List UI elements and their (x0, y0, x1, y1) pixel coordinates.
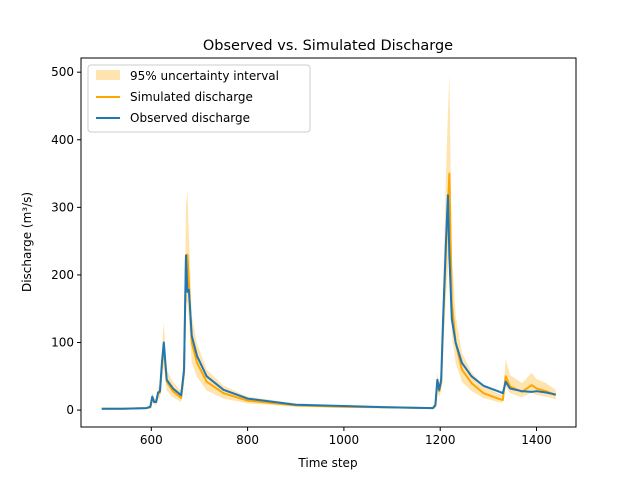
y-tick-label: 400 (51, 133, 74, 147)
x-tick-label: 800 (236, 433, 259, 447)
legend: 95% uncertainty interval Simulated disch… (87, 64, 311, 133)
legend-label-simulated: Simulated discharge (130, 90, 253, 104)
y-axis: 0 100 200 300 400 500 (51, 65, 81, 417)
legend-label-band: 95% uncertainty interval (130, 69, 279, 83)
y-axis-label: Discharge (m³/s) (20, 192, 34, 292)
simulated-discharge-line (101, 172, 557, 410)
legend-box (87, 64, 311, 133)
x-tick-label: 600 (140, 433, 163, 447)
x-axis-label: Time step (297, 456, 357, 470)
legend-label-observed: Observed discharge (130, 111, 250, 125)
y-tick-label: 500 (51, 65, 74, 79)
y-tick-label: 300 (51, 200, 74, 214)
observed-discharge-line (101, 194, 556, 410)
x-tick-label: 1400 (521, 433, 552, 447)
x-axis: 600 800 1000 1200 1400 (140, 427, 552, 447)
y-tick-label: 0 (66, 403, 74, 417)
legend-swatch-band (96, 70, 120, 80)
y-tick-label: 100 (51, 336, 74, 350)
y-tick-label: 200 (51, 268, 74, 282)
x-tick-label: 1000 (329, 433, 360, 447)
chart-title: Observed vs. Simulated Discharge (203, 38, 453, 54)
plot-area (101, 74, 557, 410)
axes-frame (80, 57, 577, 428)
x-tick-label: 1200 (425, 433, 456, 447)
